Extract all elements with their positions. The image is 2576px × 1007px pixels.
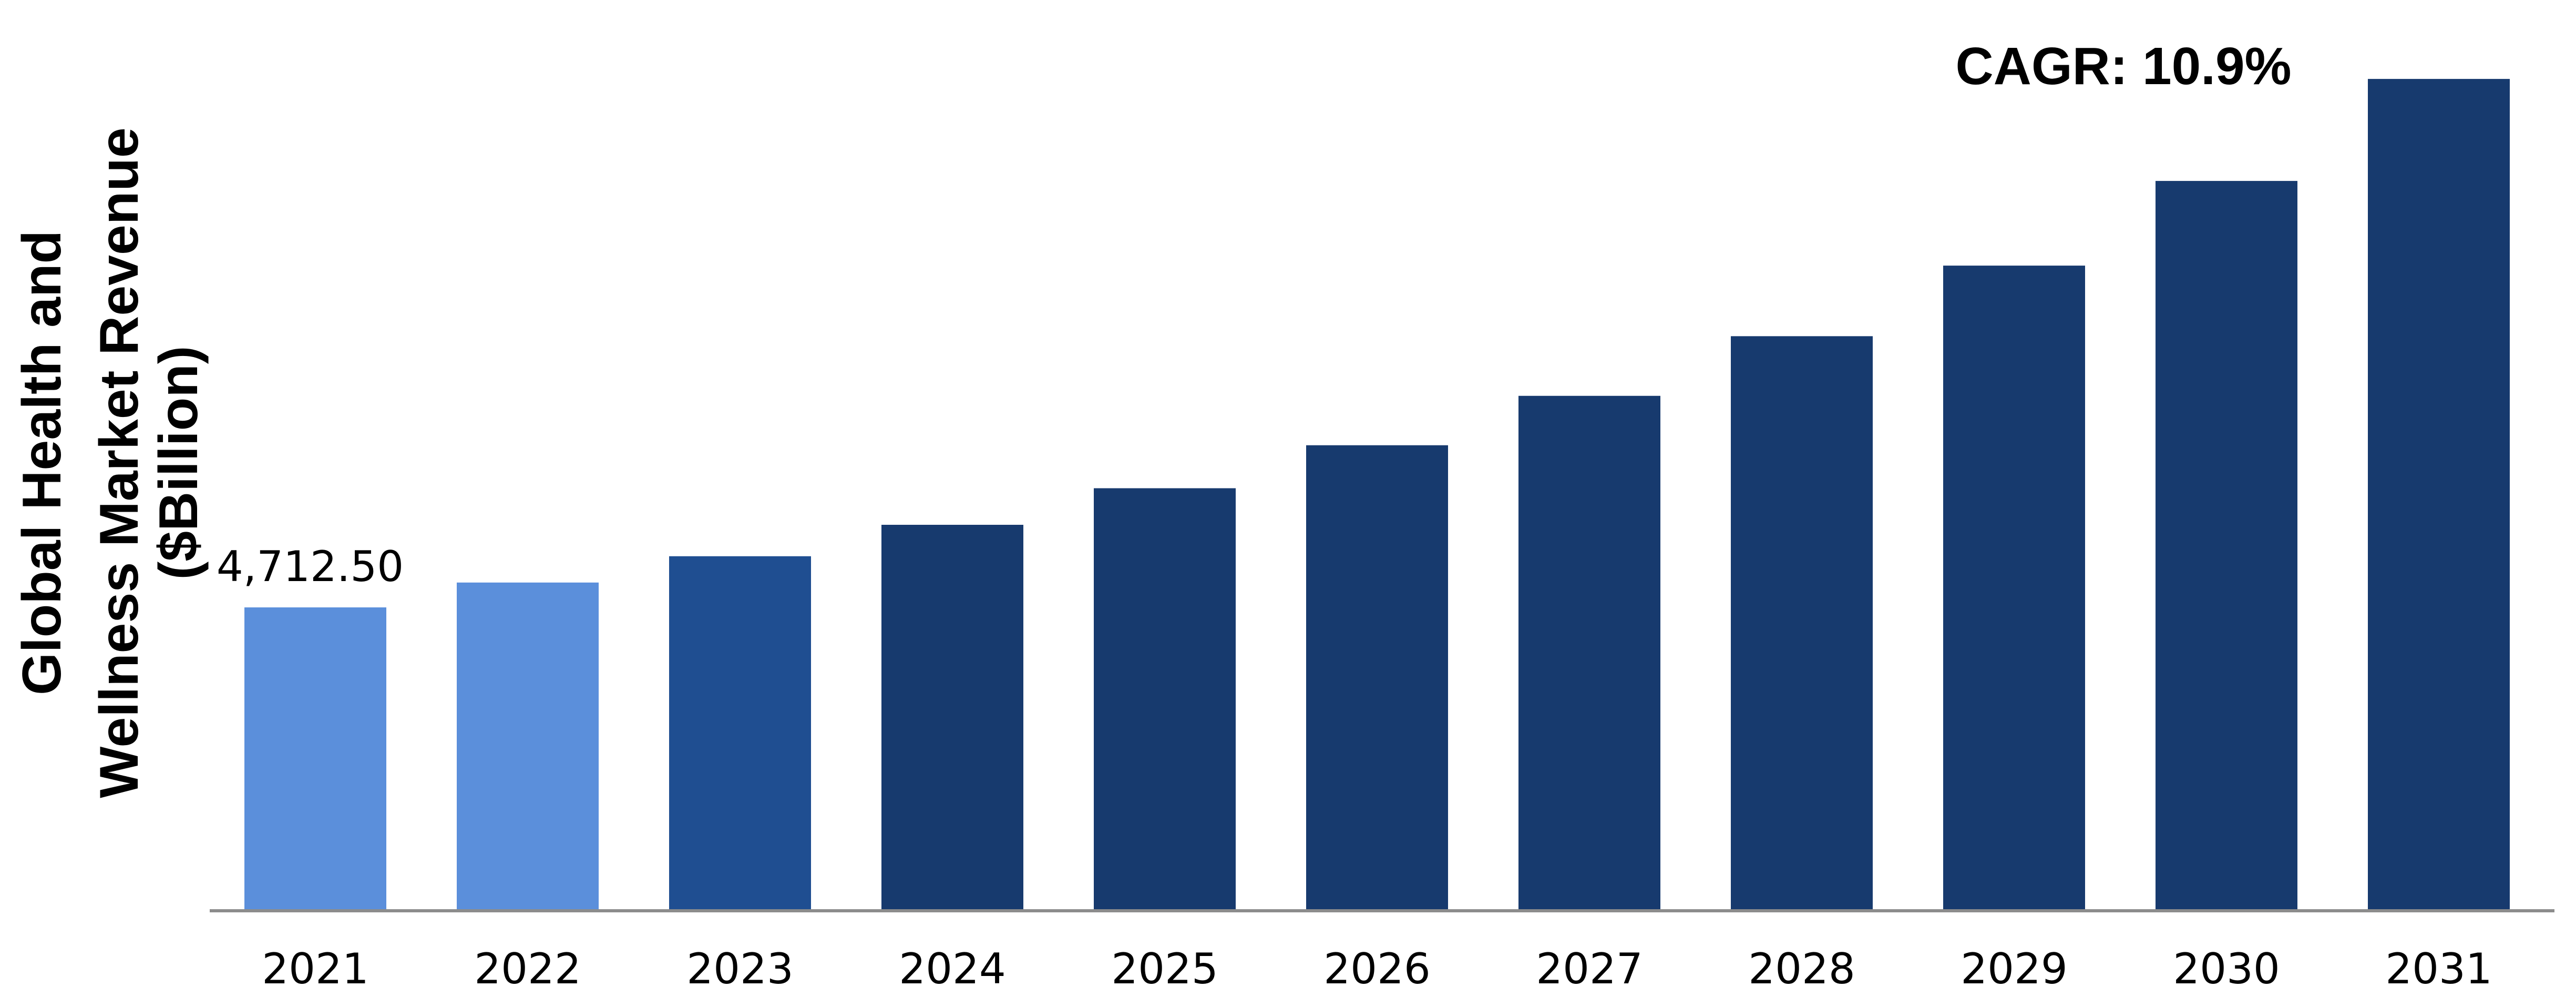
y-axis-label-line-2: Wellness Market Revenue [89,127,150,798]
x-tick-label-2025: 2025 [1111,944,1218,993]
bar-2027 [1518,395,1660,910]
bar-2025 [1094,488,1236,910]
x-tick-label-2026: 2026 [1323,944,1431,993]
y-axis-label-line-1: Global Health and [12,230,73,695]
x-tick-label-2029: 2029 [1961,944,2068,993]
bar-2030 [2156,181,2297,910]
x-tick-label-2024: 2024 [899,944,1006,993]
x-tick-label-2021: 2021 [262,944,369,993]
x-tick-label-2023: 2023 [686,944,794,993]
y-axis-label-line-3: ($Billion) [148,346,209,580]
x-tick-label-2028: 2028 [1748,944,1855,993]
bar-2021 [244,607,386,910]
bar-2026 [1306,445,1448,910]
bar-2023 [669,556,811,910]
bars [244,79,2510,910]
y-axis-label: Global Health and Wellness Market Revenu… [12,127,209,798]
cagr-annotation: CAGR: 10.9% [1955,37,2291,96]
bar-2024 [881,525,1023,910]
x-tick-label-2022: 2022 [474,944,581,993]
bar-2028 [1731,336,1873,910]
x-tick-label-2030: 2030 [2173,944,2280,993]
bar-2031 [2368,79,2510,910]
bar-2022 [457,582,599,910]
data-label-2021: 4,712.50 [217,542,404,591]
x-tick-labels: 2021 2022 2023 2024 2025 2026 2027 2028 2029 2030… [262,944,2492,993]
x-tick-label-2027: 2027 [1536,944,1643,993]
bar-2029 [1943,266,2085,910]
x-tick-label-2031: 2031 [2385,944,2492,993]
